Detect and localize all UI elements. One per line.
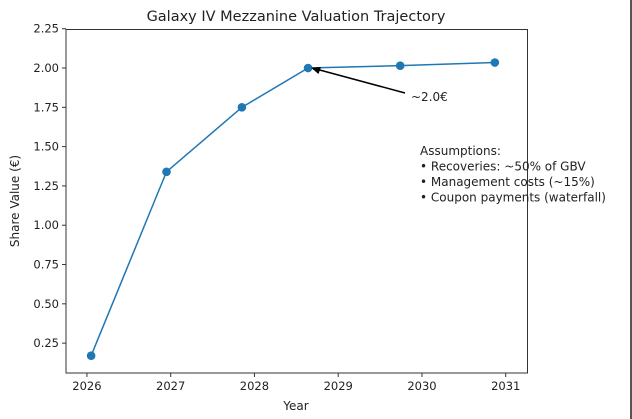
y-axis: 0.25 0.50 0.75 1.00 1.25 1.50 1.75 2.00 2.25	[33, 22, 66, 350]
assumptions-box: Assumptions: • Recoveries: ~50% of GBV •…	[420, 144, 606, 205]
assumption-item: • Recoveries: ~50% of GBV	[420, 160, 586, 174]
chart-title: Galaxy IV Mezzanine Valuation Trajectory	[147, 9, 446, 25]
annotation: ~2.0€	[311, 67, 448, 104]
x-tick-label: 2031	[491, 379, 520, 393]
x-tick-label: 2029	[324, 379, 353, 393]
x-tick-label: 2026	[72, 379, 101, 393]
annotation-arrow	[315, 68, 406, 94]
x-tick-label: 2027	[156, 379, 185, 393]
data-point	[162, 167, 171, 177]
x-axis: 2026 2027 2028 2029 2030 2031	[72, 373, 520, 393]
assumptions-title: Assumptions:	[420, 144, 501, 158]
y-tick-label: 1.50	[33, 140, 59, 154]
y-tick-label: 0.75	[33, 258, 59, 272]
y-tick-label: 2.25	[33, 22, 59, 36]
data-point	[86, 351, 96, 361]
y-tick-label: 1.75	[33, 100, 59, 114]
y-tick-label: 1.00	[33, 218, 59, 232]
y-axis-label: Share Value (€)	[8, 155, 22, 247]
y-tick-label: 0.50	[33, 297, 59, 311]
plot-area	[65, 29, 528, 374]
x-tick-label: 2028	[240, 379, 269, 393]
series-path	[90, 61, 495, 356]
data-point	[237, 103, 247, 112]
y-tick-label: 2.00	[33, 61, 59, 75]
series-line	[86, 58, 500, 361]
annotation-arrowhead	[311, 67, 321, 74]
data-point	[395, 61, 405, 70]
data-point	[303, 63, 313, 73]
y-tick-label: 0.25	[33, 336, 59, 350]
y-tick-label: 1.25	[33, 179, 59, 193]
data-point	[490, 58, 500, 67]
assumption-item: • Management costs (~15%)	[420, 175, 595, 189]
window-edge	[630, 0, 632, 419]
x-axis-label: Year	[282, 399, 308, 413]
x-tick-label: 2030	[407, 379, 436, 393]
assumption-item: • Coupon payments (waterfall)	[420, 191, 606, 205]
annotation-label: ~2.0€	[411, 90, 448, 104]
